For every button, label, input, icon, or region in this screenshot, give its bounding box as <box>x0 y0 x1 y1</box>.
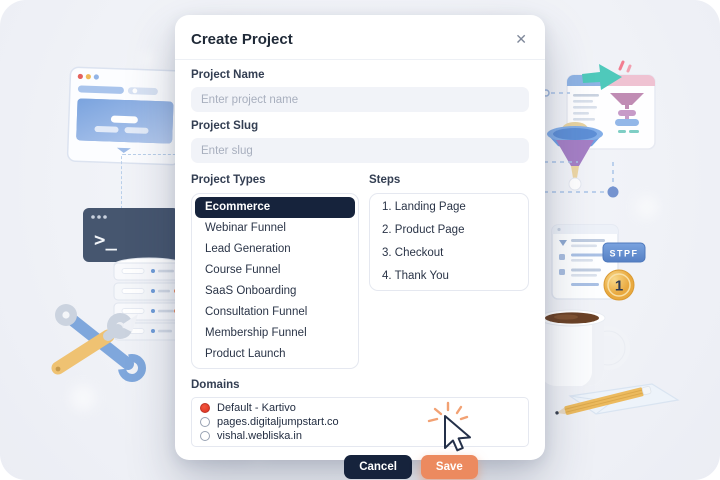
project-type-course-funnel[interactable]: Course Funnel <box>205 264 281 276</box>
domain-option-label: Default - Kartivo <box>217 402 296 414</box>
modal-title: Create Project <box>191 30 293 48</box>
dashed-connector-right <box>542 89 619 198</box>
radio-button-icon[interactable] <box>200 431 210 441</box>
radio-button-icon[interactable] <box>200 417 210 427</box>
project-type-consultation-funnel[interactable]: Consultation Funnel <box>205 306 308 318</box>
project-name-label: Project Name <box>191 69 265 81</box>
domain-option-label: vishal.webliska.in <box>217 430 302 442</box>
modal-header: Create Project ✕ <box>175 15 545 60</box>
project-type-ecommerce[interactable]: Ecommerce <box>195 197 355 218</box>
domains-list: Default - Kartivo pages.digitaljumpstart… <box>191 397 529 447</box>
project-slug-input[interactable] <box>191 138 529 163</box>
steps-section: Steps 1. Landing Page 2. Product Page 3.… <box>369 166 529 291</box>
pencil-paper-illustration <box>555 383 680 415</box>
browser-window-illustration <box>66 66 184 166</box>
create-project-modal: Create Project ✕ Project Name Project Sl… <box>175 15 545 479</box>
steps-label: Steps <box>369 174 401 186</box>
project-slug-label: Project Slug <box>191 120 259 132</box>
stpf-badge-text: STPF <box>609 249 638 259</box>
domains-label: Domains <box>191 379 240 391</box>
modal-body: Project Name Project Slug Project Types … <box>175 60 545 480</box>
bokeh-dot <box>636 196 658 218</box>
project-type-product-launch[interactable]: Product Launch <box>205 348 286 360</box>
modal-actions: Cancel Save <box>242 455 580 479</box>
coffee-mug-illustration <box>538 309 630 386</box>
stpf-badge: STPF <box>602 242 646 263</box>
steps-list: 1. Landing Page 2. Product Page 3. Check… <box>369 193 529 291</box>
project-types-list: Ecommerce Webinar Funnel Lead Generation… <box>191 193 359 369</box>
coin-text: 1 <box>615 278 623 295</box>
bokeh-dot <box>70 385 96 411</box>
step-item: 2. Product Page <box>382 224 465 236</box>
step-item: 3. Checkout <box>382 247 444 259</box>
domain-option-default-kartivo[interactable]: Default - Kartivo <box>192 401 528 415</box>
teal-arrow-icon <box>582 60 632 90</box>
bokeh-dot <box>140 52 156 68</box>
close-icon[interactable]: ✕ <box>515 31 527 47</box>
save-button[interactable]: Save <box>420 455 478 479</box>
tools-illustration <box>51 304 146 382</box>
domain-option-label: pages.digitaljumpstart.co <box>217 416 339 428</box>
checklist-card-illustration <box>551 224 619 300</box>
project-type-membership-funnel[interactable]: Membership Funnel <box>205 327 307 339</box>
radio-button-icon[interactable] <box>200 403 210 413</box>
domain-option-pages-digitaljumpstart[interactable]: pages.digitaljumpstart.co <box>192 415 528 429</box>
project-type-lead-generation[interactable]: Lead Generation <box>205 243 291 255</box>
project-type-webinar-funnel[interactable]: Webinar Funnel <box>205 222 286 234</box>
project-types-section: Project Types Ecommerce Webinar Funnel L… <box>191 166 359 369</box>
project-type-saas-onboarding[interactable]: SaaS Onboarding <box>205 285 297 297</box>
terminal-illustration: >_ <box>83 208 179 262</box>
step-item: 1. Landing Page <box>382 201 466 213</box>
coin-illustration: 1 <box>603 269 635 301</box>
funnel-3d-illustration <box>547 122 603 191</box>
terminal-prompt: >_ <box>94 229 117 251</box>
domain-option-vishal-webliska[interactable]: vishal.webliska.in <box>192 429 528 443</box>
step-item: 4. Thank You <box>382 270 449 282</box>
project-name-input[interactable] <box>191 87 529 112</box>
project-types-label: Project Types <box>191 174 266 186</box>
cancel-button[interactable]: Cancel <box>344 455 412 479</box>
